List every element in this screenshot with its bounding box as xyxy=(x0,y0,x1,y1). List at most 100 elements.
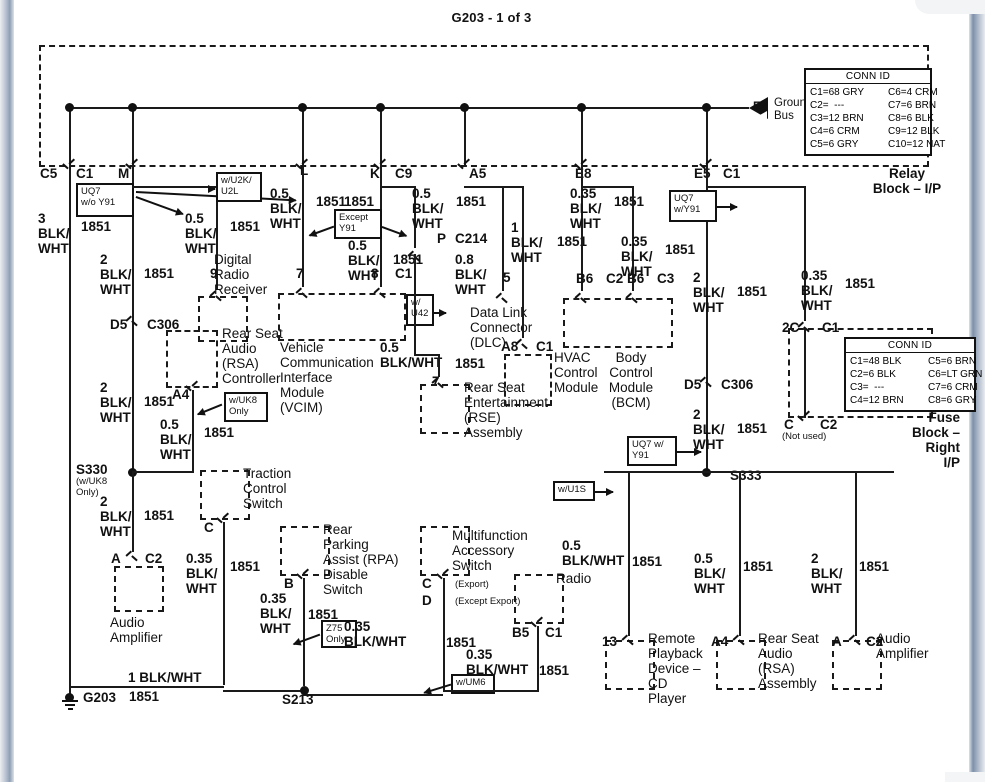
component-label-bcm: Body Control Module (BCM) xyxy=(608,350,654,411)
ground-bus-letter: E xyxy=(753,99,762,113)
conn-id-top-header: CONN ID xyxy=(806,70,930,84)
splice-label-s213: S213 xyxy=(282,692,314,707)
terminal-label-c2-notused: C2 xyxy=(820,417,838,432)
callout-arrow-w-uk8-only xyxy=(197,404,223,416)
wire-c9-jog xyxy=(380,186,416,188)
option-tag-uq7-w-y91-top: UQ7 w/Y91 xyxy=(669,190,717,222)
terminal-label-a5: A5 xyxy=(469,166,487,181)
wire-m-branch xyxy=(132,186,217,188)
component-label-rse: Rear Seat Entertainment (RSE) Assembly xyxy=(464,380,549,441)
page-title: G203 - 1 of 3 xyxy=(451,10,532,25)
option-tag-uq7-wo-y91-text: UQ7 w/o Y91 xyxy=(81,186,116,208)
terminal-label-e8: E8 xyxy=(575,166,592,181)
terminal-label-c1-pin8: C1 xyxy=(395,266,413,281)
wire-g203-stub xyxy=(69,686,71,698)
terminal-label-c306-right: C306 xyxy=(721,377,754,392)
terminal-label-p: P xyxy=(437,231,447,246)
callout-arrow-w-u42 xyxy=(434,309,447,316)
bus-drop-a5 xyxy=(464,107,466,167)
terminal-label-m: M xyxy=(118,166,130,181)
component-label-vcim: Vehicle Communication Interface Module (… xyxy=(280,340,374,416)
wire-hvac-down xyxy=(522,186,524,338)
option-tag-w-u1s: w/U1S xyxy=(553,481,595,501)
component-box-bcm xyxy=(563,298,673,348)
component-label-hvac: HVAC Control Module xyxy=(554,350,599,396)
terminal-label-b6-c3: B6 xyxy=(627,271,645,286)
terminal-label-c5: C5 xyxy=(40,166,58,181)
conn-id-top-col-left: C1=68 GRY C2= --- C3=12 BRN C4=6 CRM C5=… xyxy=(810,87,865,150)
wire-fuse-jog xyxy=(706,186,806,188)
component-box-digital-radio-receiver xyxy=(198,296,248,342)
terminal-caret-d5-c306-right xyxy=(700,374,713,382)
wire-rse-jog xyxy=(414,354,440,356)
bus-node-c5 xyxy=(65,103,74,112)
ground-bus-triangle xyxy=(749,97,768,127)
circuit-number-e8: 1851 xyxy=(614,194,645,209)
callout-arrow-uq7-wo-y91-b xyxy=(135,196,184,215)
bus-node-e8 xyxy=(577,103,586,112)
wire-label-3-blkwht: 3 BLK/ WHT xyxy=(38,211,70,257)
wire-rpa-down xyxy=(303,578,305,686)
wire-mfa-down xyxy=(443,578,445,690)
component-label-traction-control-switch: Traction Control Switch xyxy=(243,466,292,512)
option-tag-w-u1s-text: w/U1S xyxy=(558,484,586,495)
option-tag-u2k-u2l-text: w/U2K/ U2L xyxy=(221,175,252,197)
circuit-number-fuse: 1851 xyxy=(845,276,876,291)
terminal-label-c3-bcm: C3 xyxy=(657,271,675,286)
callout-arrow-z75-only xyxy=(293,634,321,646)
bus-node-e5 xyxy=(702,103,711,112)
option-tag-w-u42: w/ U42 xyxy=(406,294,434,326)
component-label-dlc: Data Link Connector (DLC) xyxy=(470,305,533,351)
wire-label-035-blkwht-inline-radio: 0.35 BLK/WHT xyxy=(466,647,529,678)
circuit-number-m: 1851 xyxy=(230,219,261,234)
wire-label-08-blkwht: 0.8 BLK/ WHT xyxy=(455,252,487,298)
terminal-label-b5: B5 xyxy=(512,625,530,640)
wire-label-05-blkwht-d: 0.5 BLK/ WHT xyxy=(348,238,380,284)
terminal-label-13: 13 xyxy=(602,634,618,649)
wire-label-05-blkwht-b: 0.5 BLK/ WHT xyxy=(160,417,192,463)
circuit-number-s330: 1851 xyxy=(144,508,175,523)
note-not-used: (Not used) xyxy=(782,431,827,442)
terminal-label-7-rse: 7 xyxy=(432,374,440,389)
option-tag-uq7-w-y91-mid: UQ7 w/ Y91 xyxy=(627,436,677,466)
circuit-number-rpa: 1851 xyxy=(308,607,339,622)
wire-cd-up xyxy=(628,471,630,636)
option-tag-uq7-w-y91-mid-text: UQ7 w/ Y91 xyxy=(632,439,664,461)
fuse-block-label: Fuse Block – Right I/P xyxy=(911,410,960,471)
wire-ground-rail-mid xyxy=(303,694,443,696)
option-tag-w-uk8-only: w/UK8 Only xyxy=(224,392,268,422)
terminal-label-d5: D5 xyxy=(110,317,128,332)
wire-e8-jog xyxy=(581,186,634,188)
option-tag-u2k-u2l: w/U2K/ U2L xyxy=(216,172,262,202)
wire-label-05-blkwht-f: 0.5 BLK/ WHT xyxy=(694,551,726,597)
wire-fuse-down xyxy=(804,186,806,321)
wire-p-c214-down xyxy=(414,254,416,354)
wire-label-2-blkwht-d: 2 BLK/ WHT xyxy=(693,270,725,316)
bus-drop-e5 xyxy=(706,107,708,167)
option-tag-w-um6-text: w/UM6 xyxy=(456,677,486,688)
terminal-caret-bcm-b6-c2 xyxy=(575,290,588,298)
terminal-caret-pin8 xyxy=(374,285,387,293)
wire-label-2-blkwht-e: 2 BLK/ WHT xyxy=(693,407,725,453)
terminal-label-c306: C306 xyxy=(147,317,180,332)
wire-s333-bus xyxy=(604,471,894,473)
wire-c9-down xyxy=(414,186,416,248)
terminal-caret-2c-c1 xyxy=(798,319,811,327)
callout-arrow-uq7-w-y91-mid xyxy=(677,448,702,455)
circuit-number-c1-b: 1851 xyxy=(144,266,175,281)
conn-id-bottom-col-left: C1=48 BLK C2=6 BLK C3= --- C4=12 BRN xyxy=(850,356,904,406)
circuit-number-d5: 1851 xyxy=(144,394,175,409)
wire-fuse-internal xyxy=(804,328,806,418)
scan-left-edge xyxy=(0,0,14,782)
circuit-number-c1: 1851 xyxy=(81,219,112,234)
option-tag-w-um6: w/UM6 xyxy=(451,674,495,694)
circuit-number-cd: 1851 xyxy=(632,554,663,569)
option-tag-except-y91: Except Y91 xyxy=(334,209,382,239)
bus-drop-m xyxy=(132,107,134,167)
conn-id-bottom-col-right: C5=6 BRN C6=LT GRN C7=6 CRM C8=6 GRY xyxy=(928,356,983,406)
component-box-audio-amplifier-left xyxy=(114,566,164,612)
wire-rsa-a4-down xyxy=(192,390,194,472)
option-tag-z75-only-text: Z75 Only xyxy=(326,623,346,645)
wire-s330-down xyxy=(132,472,134,552)
